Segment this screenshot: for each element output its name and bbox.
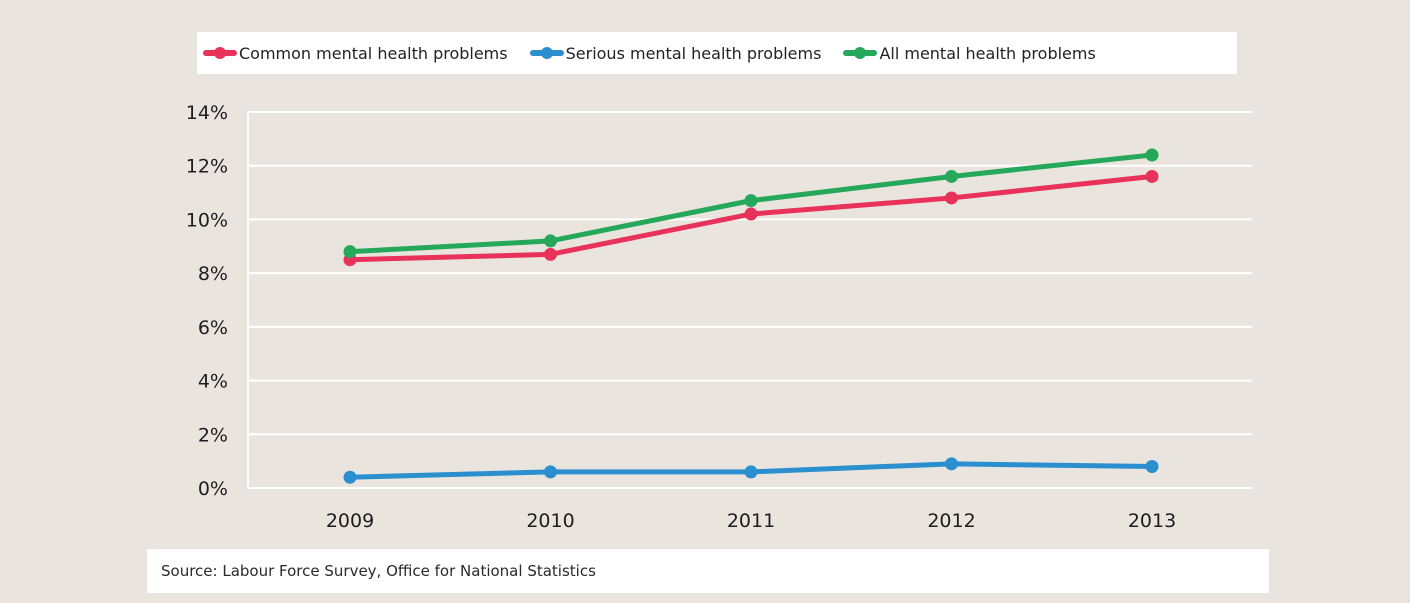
data-point xyxy=(1145,460,1159,474)
x-tick-label: 2010 xyxy=(526,510,574,532)
y-tick-label: 8% xyxy=(198,263,228,285)
legend-swatch-common xyxy=(203,47,237,59)
line-chart: 0% 2% 4% 6% 8% 10% 12% 14% 2009 2010 2011 2012 2013 xyxy=(186,102,1252,532)
y-tick-label: 2% xyxy=(198,424,228,446)
legend-item-all: All mental health problems xyxy=(843,43,1096,63)
data-point xyxy=(744,194,758,208)
data-point xyxy=(744,465,758,479)
legend-swatch-serious xyxy=(529,47,564,59)
y-tick-label: 4% xyxy=(198,371,228,393)
x-tick-label: 2009 xyxy=(326,510,374,532)
data-point xyxy=(945,457,958,471)
y-tick-label: 10% xyxy=(186,209,228,231)
data-point xyxy=(544,465,557,479)
source-note: Source: Labour Force Survey, Office for … xyxy=(147,549,1269,593)
legend-item-serious: Serious mental health problems xyxy=(529,43,822,63)
x-tick-label: 2013 xyxy=(1128,510,1176,532)
x-tick-label: 2011 xyxy=(727,510,775,532)
data-point xyxy=(544,247,557,261)
legend-item-common: Common mental health problems xyxy=(203,44,508,63)
legend-swatch-all xyxy=(843,47,878,59)
x-tick-label: 2012 xyxy=(927,510,975,532)
data-point xyxy=(1145,169,1159,183)
legend: Common mental health problems Serious me… xyxy=(197,32,1237,74)
data-point xyxy=(1145,148,1159,162)
data-point xyxy=(945,169,958,183)
y-tick-label: 0% xyxy=(198,478,228,500)
data-point xyxy=(343,470,357,484)
data-point xyxy=(744,207,758,221)
data-point xyxy=(343,245,357,259)
legend-label-all: All mental health problems xyxy=(879,43,1096,63)
y-tick-label: 12% xyxy=(186,156,228,178)
y-tick-label: 6% xyxy=(198,317,228,339)
data-point xyxy=(945,191,958,205)
legend-label-serious: Serious mental health problems xyxy=(565,43,822,63)
legend-label-common: Common mental health problems xyxy=(239,43,508,63)
data-point xyxy=(544,234,557,248)
y-tick-label: 14% xyxy=(186,102,228,124)
